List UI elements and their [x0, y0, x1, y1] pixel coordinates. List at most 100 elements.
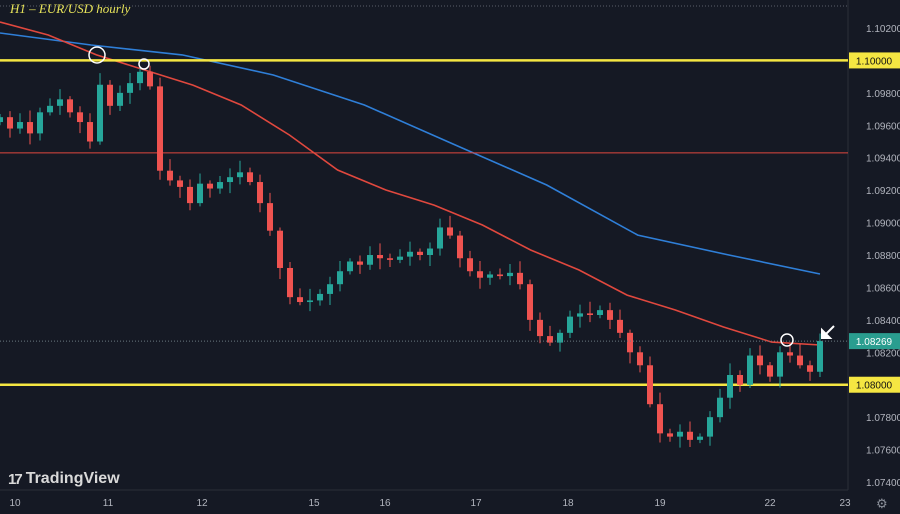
candle-body [27, 122, 33, 134]
candle-body [157, 86, 163, 171]
candle-body [797, 355, 803, 366]
y-tick-label: 1.09600 [866, 121, 900, 132]
y-tick-label: 1.07800 [866, 413, 900, 424]
candle-body [317, 293, 323, 301]
candle-body [137, 71, 143, 84]
tradingview-logo: 17 TradingView [8, 470, 120, 488]
candle-body [407, 251, 413, 257]
logo-text: TradingView [25, 470, 120, 487]
x-tick-label: 17 [470, 498, 482, 509]
annotation-circle [138, 58, 150, 70]
candle-body [717, 397, 723, 418]
y-tick-label: 1.08400 [866, 316, 900, 327]
x-tick-label: 11 [103, 498, 114, 509]
level-price-label: 1.10000 [856, 56, 893, 67]
x-tick-label: 18 [562, 498, 574, 509]
candle-body [597, 310, 603, 316]
settings-gear-icon[interactable]: ⚙ [876, 496, 888, 511]
candle-body [237, 172, 243, 178]
candle-body [517, 272, 523, 285]
candle-body [607, 310, 613, 320]
y-tick-label: 1.08200 [866, 348, 900, 359]
tradingview-mark-icon: 17 [8, 470, 23, 488]
candle-body [767, 365, 773, 377]
candle-body [0, 117, 3, 123]
candle-body [377, 255, 383, 259]
candle-body [527, 284, 533, 320]
candle-body [437, 227, 443, 249]
candle-body [77, 112, 83, 123]
candle-body [177, 180, 183, 187]
candle-body [677, 431, 683, 437]
candle-body [87, 122, 93, 142]
candle-body [757, 355, 763, 366]
candle-body [557, 332, 563, 343]
candle-body [207, 183, 213, 189]
level-price-tag [849, 376, 900, 393]
candle-body [667, 433, 673, 437]
candle-body [657, 404, 663, 434]
candle-body [67, 99, 73, 113]
x-tick-label: 15 [308, 498, 320, 509]
candle-body [507, 272, 513, 277]
candle-body [337, 271, 343, 285]
candle-body [167, 170, 173, 181]
level-price-tag [849, 52, 900, 69]
candle-body [107, 84, 113, 106]
candle-body [787, 352, 793, 356]
candle-body [397, 256, 403, 260]
candle-body [257, 182, 263, 204]
candle-body [7, 117, 13, 129]
moving-average-line-2 [0, 21, 821, 346]
candle-body [497, 274, 503, 277]
y-tick-label: 1.09200 [866, 186, 900, 197]
candle-body [267, 203, 273, 231]
chart-title: H1 – EUR/USD hourly [10, 1, 131, 16]
candle-body [737, 375, 743, 385]
candle-body [747, 355, 753, 385]
x-tick-label: 16 [379, 498, 391, 509]
candle-body [537, 319, 543, 337]
y-tick-label: 1.09400 [866, 154, 900, 165]
annotation-circle [88, 46, 106, 64]
annotation-arrow-icon [821, 325, 835, 339]
candle-body [627, 332, 633, 353]
candle-body [117, 92, 123, 106]
y-tick-label: 1.08600 [866, 283, 900, 294]
candle-body [477, 271, 483, 278]
candle-body [147, 71, 153, 87]
level-price-label: 1.08000 [856, 381, 893, 392]
candle-body [287, 267, 293, 298]
candle-body [197, 183, 203, 204]
candle-body [637, 352, 643, 366]
x-tick-label: 22 [764, 498, 776, 509]
candle-body [357, 261, 363, 265]
y-tick-label: 1.08800 [866, 251, 900, 262]
candle-body [57, 99, 63, 106]
candle-body [447, 227, 453, 236]
candle-body [647, 365, 653, 405]
candle-body [17, 122, 23, 129]
candle-body [547, 336, 553, 343]
candle-body [617, 319, 623, 333]
candle-body [817, 340, 823, 372]
x-tick-label: 23 [839, 498, 851, 509]
candle-body [217, 182, 223, 189]
candle-body [457, 235, 463, 259]
candle-body [707, 417, 713, 437]
annotation-circle [780, 333, 794, 347]
candle-body [807, 365, 813, 372]
candle-body [187, 186, 193, 204]
x-tick-label: 12 [196, 498, 208, 509]
y-tick-label: 1.07400 [866, 478, 900, 489]
y-tick-label: 1.09800 [866, 89, 900, 100]
y-tick-label: 1.10200 [866, 24, 900, 35]
candle-body [697, 436, 703, 440]
candle-body [127, 83, 133, 93]
moving-average-line-1 [0, 32, 821, 275]
candle-body [467, 258, 473, 272]
current-price-label: 1.08269 [856, 337, 893, 348]
candle-body [687, 431, 693, 440]
candle-body [37, 112, 43, 134]
